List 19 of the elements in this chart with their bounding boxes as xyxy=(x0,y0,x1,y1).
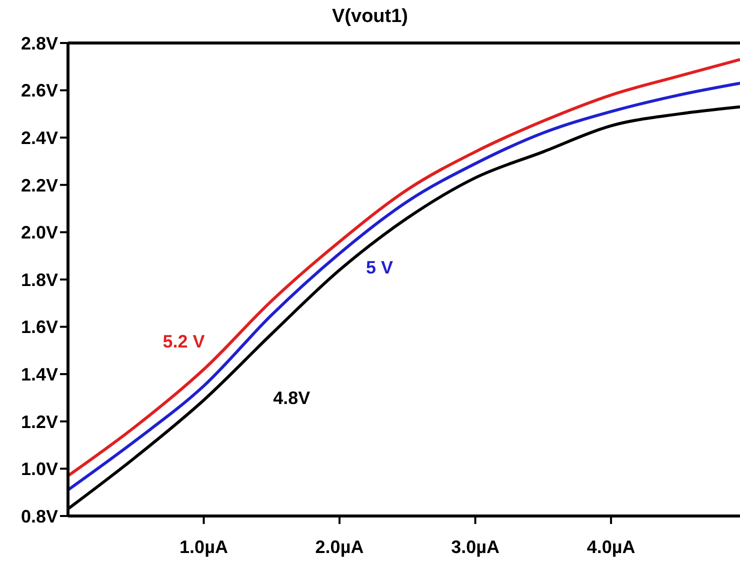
y-tick-label: 1.0V xyxy=(20,459,58,480)
text: 4.8V xyxy=(273,388,310,408)
y-tick-label: 2.0V xyxy=(20,222,58,243)
y-tick-label: 2.2V xyxy=(20,175,58,196)
series-label: 5 V xyxy=(366,257,394,278)
chart-title: V(vout1) xyxy=(331,6,409,28)
series-label: 5.2 V xyxy=(162,331,205,352)
y-tick-label: 1.6V xyxy=(20,317,58,338)
y-tick-label: 1.4V xyxy=(20,364,58,384)
y-tick-label: 2.6V xyxy=(20,80,58,101)
x-tick-label: 1.0µA xyxy=(180,536,228,557)
x-tick-label: 2.0µA xyxy=(315,536,364,557)
x-tick-label: 4.0µA xyxy=(586,536,636,557)
y-tick-label: 1.2V xyxy=(20,412,58,432)
y-tick-label: 2.8V xyxy=(20,33,58,54)
y-tick-label: 0.8V xyxy=(20,506,58,526)
x-tick-label: 3.0µA xyxy=(451,536,500,557)
y-tick-label: 2.4V xyxy=(20,128,58,148)
y-tick-label: 1.8V xyxy=(20,270,58,290)
